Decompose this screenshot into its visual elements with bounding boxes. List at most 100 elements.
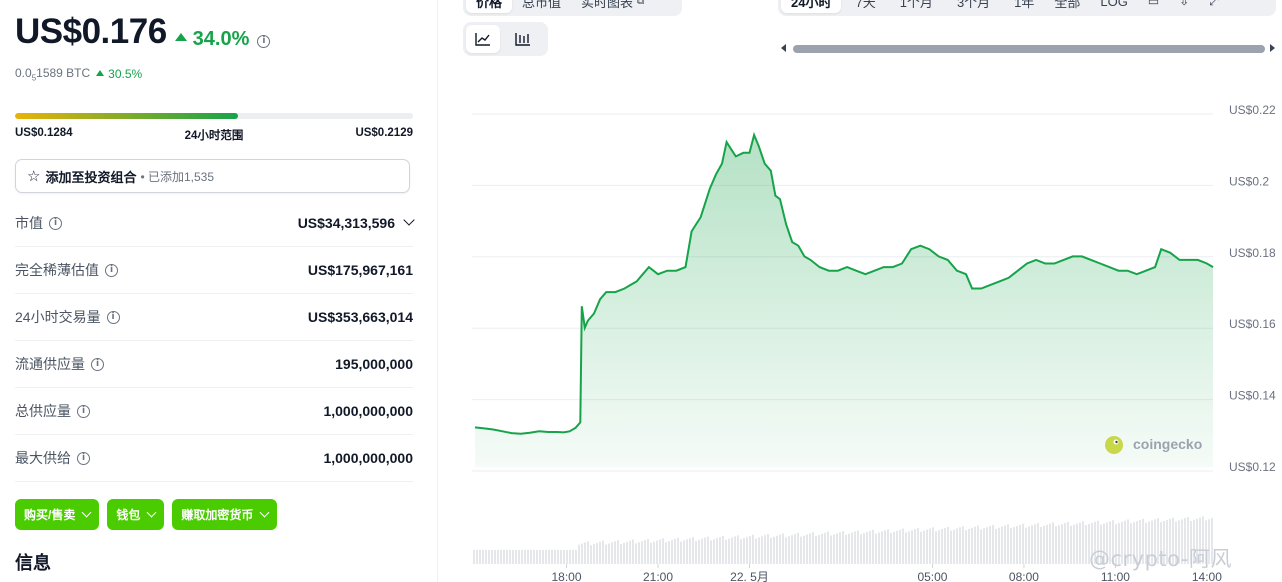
tab-price[interactable]: 价格 bbox=[466, 0, 513, 13]
tab-1m[interactable]: 1个月 bbox=[899, 0, 933, 10]
volume-bar bbox=[1043, 525, 1045, 564]
volume-bar bbox=[842, 531, 844, 564]
market-cap-dropdown[interactable]: US$34,313,596 bbox=[297, 214, 415, 231]
volume-bar bbox=[497, 550, 499, 564]
wallet-button[interactable]: 钱包 bbox=[107, 499, 165, 530]
volume-bar bbox=[1106, 522, 1108, 564]
tab-live-chart[interactable]: 实时图表 ⧉ bbox=[571, 0, 654, 13]
volume-bar bbox=[722, 535, 724, 564]
volume-bar bbox=[884, 530, 886, 564]
volume-bar bbox=[923, 530, 925, 564]
volume-bar bbox=[524, 550, 526, 564]
info-icon[interactable]: i bbox=[106, 310, 120, 324]
volume-bar bbox=[866, 532, 868, 564]
stat-label: 24小时交易量 bbox=[15, 309, 101, 325]
calendar-button[interactable]: ▭ bbox=[1138, 0, 1169, 13]
stat-label: 最大供给 bbox=[15, 450, 71, 466]
tab-24h[interactable]: 24小时 bbox=[781, 0, 842, 13]
add-to-portfolio-button[interactable]: ☆ 添加至投资组合 • 已添加1,535 bbox=[15, 159, 410, 193]
volume-bar bbox=[653, 541, 655, 564]
volume-bar bbox=[623, 542, 625, 564]
volume-bar bbox=[1055, 526, 1057, 564]
stats-list: 市值 i US$34,313,596 完全稀薄估值 i US$175,967,161… bbox=[15, 200, 415, 482]
info-icon[interactable]: i bbox=[77, 451, 90, 465]
volume-bar bbox=[599, 541, 601, 564]
candlestick-chart-button[interactable] bbox=[506, 25, 540, 53]
volume-bar bbox=[1160, 522, 1162, 564]
info-icon[interactable]: i bbox=[91, 357, 104, 371]
volume-bar bbox=[1148, 521, 1150, 564]
tab-market-cap[interactable]: 总市值 bbox=[522, 0, 562, 10]
volume-bar bbox=[764, 535, 766, 564]
btc-change: 30.5% bbox=[96, 67, 142, 81]
earn-crypto-button[interactable]: 赚取加密货币 bbox=[172, 499, 278, 530]
btc-price: 0.051589 BTC bbox=[15, 66, 91, 83]
tab-1y[interactable]: 1年 bbox=[1014, 0, 1035, 10]
volume-bar bbox=[1133, 522, 1135, 564]
tab-log[interactable]: LOG bbox=[1100, 0, 1128, 9]
chart-scrollbar[interactable] bbox=[779, 42, 1277, 56]
volume-bar bbox=[1139, 519, 1141, 564]
info-icon[interactable]: i bbox=[49, 216, 62, 230]
volume-bar bbox=[689, 538, 691, 564]
volume-bar bbox=[572, 550, 574, 564]
volume-bar bbox=[1199, 517, 1201, 564]
range-high: US$0.2129 bbox=[355, 127, 413, 139]
x-tick-label: 05:00 bbox=[917, 570, 947, 582]
stat-label: 市值 bbox=[15, 215, 43, 231]
volume-bar bbox=[539, 550, 541, 564]
info-icon[interactable]: i bbox=[257, 35, 271, 48]
volume-bar bbox=[602, 540, 604, 564]
line-chart-button[interactable] bbox=[466, 25, 500, 53]
volume-bar bbox=[1112, 520, 1114, 564]
scroll-right-arrow-icon[interactable] bbox=[1270, 44, 1275, 52]
volume-bar bbox=[731, 537, 733, 564]
volume-bar bbox=[851, 532, 853, 564]
volume-bar bbox=[932, 527, 934, 564]
volume-bar bbox=[683, 540, 685, 564]
volume-bar bbox=[1037, 523, 1039, 564]
volume-bar bbox=[713, 539, 715, 564]
scrollbar-thumb[interactable] bbox=[793, 45, 1265, 53]
volume-bar bbox=[746, 536, 748, 564]
tab-all[interactable]: 全部 bbox=[1054, 0, 1081, 10]
fullscreen-button[interactable]: ⤢ bbox=[1199, 0, 1229, 13]
x-tick-label: 18:00 bbox=[552, 570, 582, 582]
volume-bar bbox=[590, 545, 592, 564]
stat-value: US$34,313,596 bbox=[297, 215, 395, 231]
info-icon[interactable]: i bbox=[105, 263, 118, 277]
scroll-left-arrow-icon[interactable] bbox=[781, 44, 786, 52]
volume-bar bbox=[785, 537, 787, 564]
download-button[interactable]: ⇩ bbox=[1169, 0, 1199, 13]
volume-bar bbox=[1010, 528, 1012, 564]
info-icon[interactable]: i bbox=[77, 404, 90, 418]
stat-label: 总供应量 bbox=[15, 403, 71, 419]
volume-bar bbox=[881, 531, 883, 564]
calendar-icon: ▭ bbox=[1147, 0, 1160, 8]
buy-sell-button[interactable]: 购买/售卖 bbox=[15, 499, 100, 530]
volume-bar bbox=[1154, 519, 1156, 564]
volume-bar bbox=[551, 550, 553, 564]
volume-bar bbox=[860, 534, 862, 564]
volume-bar bbox=[827, 531, 829, 564]
volume-bar bbox=[680, 541, 682, 564]
chart-style-toggle bbox=[463, 22, 548, 56]
volume-bar bbox=[893, 531, 895, 564]
volume-bar bbox=[1178, 520, 1180, 564]
volume-bar bbox=[971, 527, 973, 564]
stat-fdv: 完全稀薄估值 i US$175,967,161 bbox=[15, 247, 413, 294]
watermark-text: @crypto-阿风 bbox=[1089, 547, 1232, 571]
y-tick-label: US$0.18 bbox=[1229, 246, 1276, 260]
x-tick-label: 08:00 bbox=[1009, 570, 1039, 582]
volume-bar bbox=[542, 550, 544, 564]
star-icon: ☆ bbox=[27, 167, 41, 185]
chart-type-tabs: 价格 总市值 实时图表 ⧉ bbox=[463, 0, 682, 16]
volume-bar bbox=[716, 538, 718, 564]
section-title-info: 信息 bbox=[15, 553, 51, 573]
volume-bar bbox=[914, 529, 916, 564]
tab-3m[interactable]: 3个月 bbox=[956, 0, 991, 10]
volume-bar bbox=[1136, 521, 1138, 564]
volume-bar bbox=[665, 542, 667, 564]
tab-7d[interactable]: 7天 bbox=[855, 0, 876, 10]
